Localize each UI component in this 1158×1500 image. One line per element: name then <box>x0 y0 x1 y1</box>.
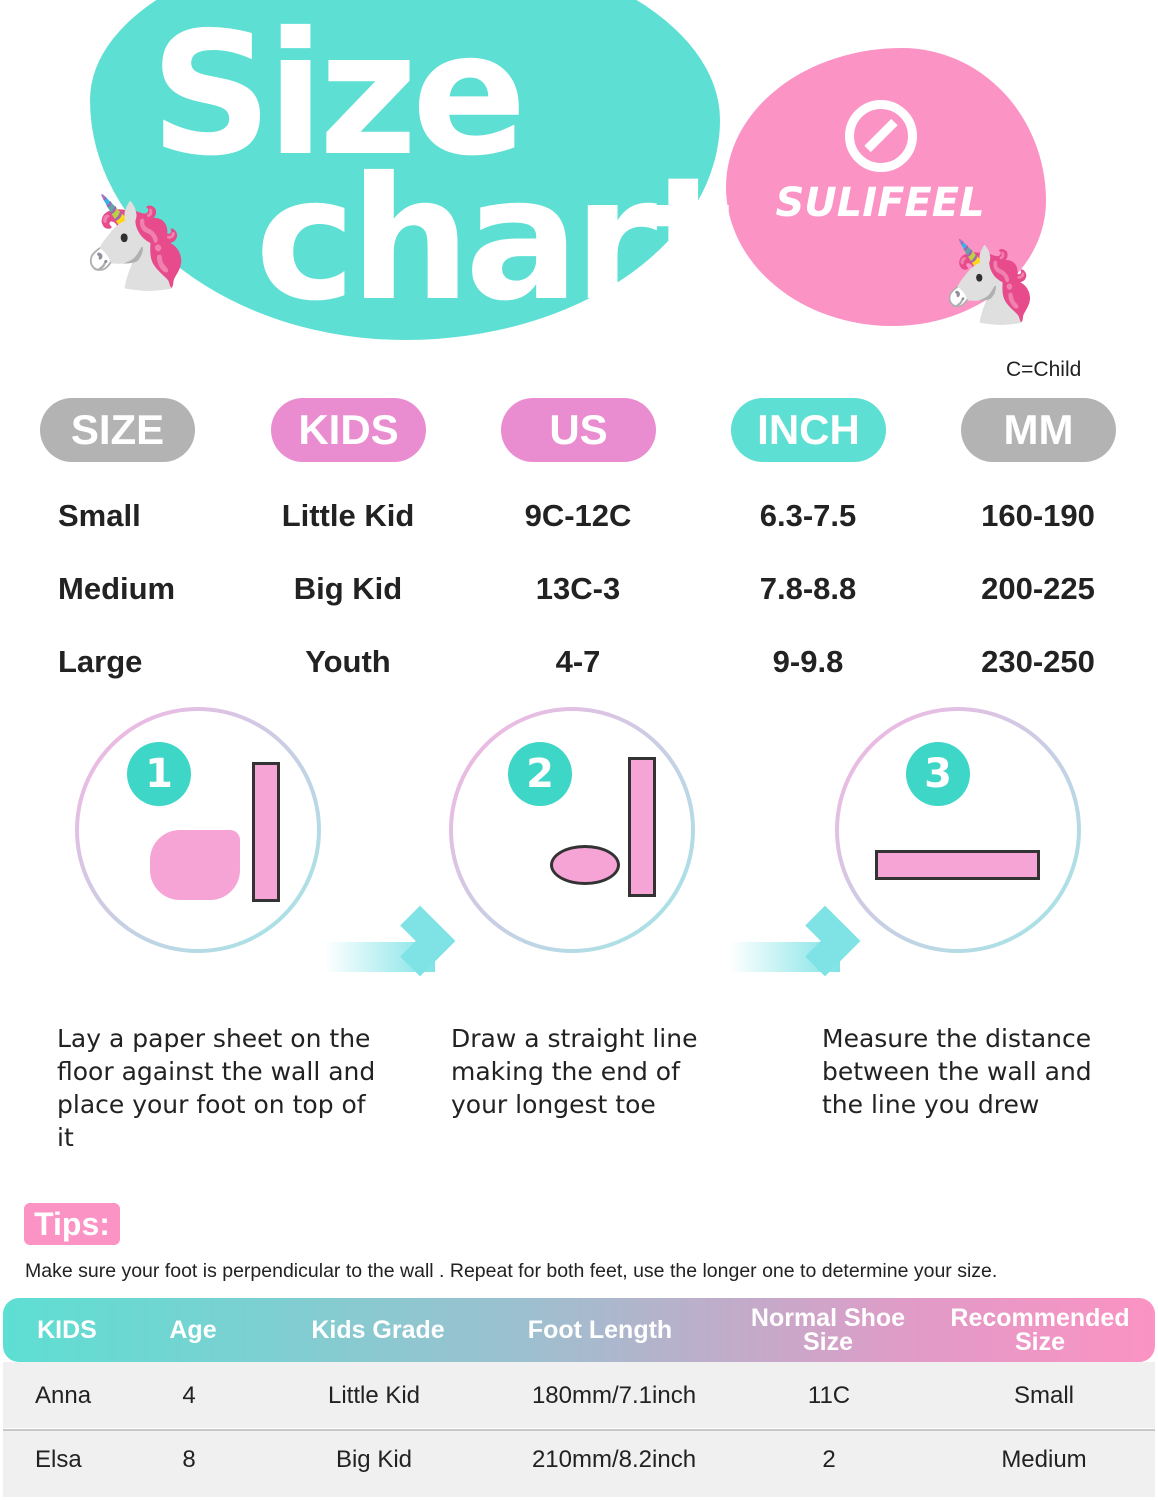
size-table-cell: Youth <box>305 644 391 679</box>
step-number: 3 <box>906 742 970 806</box>
size-table-cell: Big Kid <box>293 571 403 606</box>
size-table-cell: 200-225 <box>981 571 1095 606</box>
size-table-cell: 6.3-7.5 <box>759 498 857 533</box>
example-table-header <box>3 1298 1155 1362</box>
column-header: Age <box>169 1316 217 1344</box>
size-table-cell: Medium <box>58 571 176 606</box>
arrow-right-icon <box>325 942 435 972</box>
row-divider <box>3 1429 1155 1431</box>
column-header: KIDS <box>37 1316 97 1344</box>
size-table-cell: 160-190 <box>981 498 1095 533</box>
table-cell: Anna <box>35 1382 92 1409</box>
size-table-cell: Large <box>58 644 143 679</box>
tips-badge: Tips: <box>24 1203 120 1245</box>
size-table-cell: 230-250 <box>981 644 1095 679</box>
title-chart: chart <box>255 141 733 339</box>
step-1-text: Lay a paper sheet on the floor against t… <box>57 1024 376 1152</box>
title-size: Size <box>150 0 527 194</box>
foot-against-wall-icon <box>150 830 240 900</box>
brand-logo-icon <box>845 100 917 172</box>
size-table-cell: Little Kid <box>281 498 415 533</box>
header-kids: KIDS <box>271 398 426 462</box>
table-cell: Elsa <box>35 1446 82 1473</box>
table-cell: 210mm/8.2inch <box>531 1446 697 1473</box>
table-cell: 11C <box>807 1382 851 1409</box>
step-2-illustration <box>449 707 695 953</box>
header-us: US <box>501 398 656 462</box>
size-table-cell: 7.8-8.8 <box>759 571 857 606</box>
column-header: Normal Shoe Size <box>750 1304 906 1356</box>
size-table-cell: 9C-12C <box>524 498 632 533</box>
column-header: Kids Grade <box>311 1316 445 1344</box>
table-cell: 180mm/7.1inch <box>531 1382 697 1409</box>
unicorn-icon: 🦄 <box>940 235 1040 328</box>
table-row <box>3 1362 1155 1428</box>
header-size: SIZE <box>40 398 195 462</box>
arrow-right-icon <box>730 942 840 972</box>
header-mm: MM <box>961 398 1116 462</box>
step-number: 1 <box>127 742 191 806</box>
size-table-cell: 13C-3 <box>535 571 621 606</box>
table-row <box>3 1431 1155 1497</box>
pink-blob <box>726 48 1046 326</box>
header-inch: INCH <box>731 398 886 462</box>
step-number: 2 <box>508 742 572 806</box>
brand-name: SULIFEEL <box>775 180 985 226</box>
table-cell: Medium <box>1001 1446 1087 1473</box>
column-header: Foot Length <box>527 1316 673 1344</box>
size-table-cell: 4-7 <box>555 644 601 679</box>
step-3-illustration <box>835 707 1081 953</box>
unicorn-icon: 🦄 <box>80 190 193 295</box>
table-cell: 8 <box>182 1446 196 1473</box>
ruler-measure-icon <box>875 850 1040 880</box>
ruler-icon <box>628 757 656 897</box>
column-header: Recommended Size <box>950 1304 1130 1356</box>
size-table-cell: 9-9.8 <box>772 644 844 679</box>
table-cell: 2 <box>822 1446 836 1473</box>
size-table-cell: Small <box>58 498 141 533</box>
tips-text: Make sure your foot is perpendicular to … <box>25 1260 998 1282</box>
step-3-text: Measure the distance between the wall an… <box>822 1024 1092 1119</box>
ruler-icon <box>252 762 280 902</box>
table-cell: Little Kid <box>327 1382 421 1409</box>
size-note: C=Child <box>1006 358 1082 381</box>
table-cell: 4 <box>182 1382 196 1409</box>
step-2-text: Draw a straight line making the end of y… <box>451 1024 698 1119</box>
foot-outline-icon <box>550 845 620 885</box>
table-cell: Big Kid <box>335 1446 413 1473</box>
table-cell: Small <box>1013 1382 1074 1409</box>
